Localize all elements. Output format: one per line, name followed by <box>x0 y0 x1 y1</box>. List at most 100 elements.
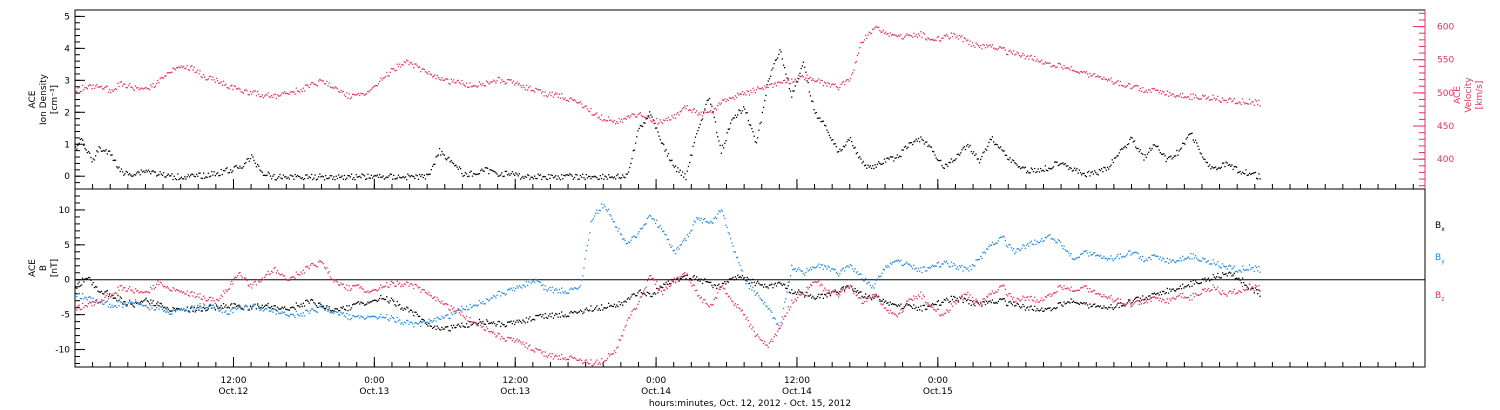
data-point <box>1095 255 1097 257</box>
data-point <box>534 175 536 177</box>
data-point <box>878 295 880 297</box>
data-point <box>311 173 313 176</box>
data-point <box>161 284 164 286</box>
data-point <box>156 283 158 285</box>
data-point <box>718 102 720 104</box>
data-point <box>726 293 728 295</box>
data-point <box>129 173 131 175</box>
data-point <box>1143 299 1145 301</box>
data-point <box>467 320 469 322</box>
data-point <box>411 311 414 313</box>
data-point <box>815 111 817 114</box>
data-point <box>273 267 275 270</box>
data-point <box>944 163 947 165</box>
data-point <box>1171 259 1173 261</box>
data-point <box>100 150 103 152</box>
data-point <box>1146 298 1149 300</box>
data-point <box>563 98 565 101</box>
data-point <box>835 86 837 88</box>
data-point <box>660 290 663 293</box>
data-point <box>568 100 570 102</box>
data-point <box>764 85 766 87</box>
data-point <box>529 316 531 318</box>
data-point <box>740 310 742 312</box>
axis-label-line: [km/s] <box>1475 81 1485 110</box>
data-point <box>1193 257 1195 259</box>
data-point <box>910 306 913 308</box>
data-point <box>815 80 817 83</box>
data-point <box>680 243 682 245</box>
data-point <box>1032 171 1035 173</box>
data-point <box>825 266 827 268</box>
data-point <box>636 307 638 309</box>
data-point <box>183 291 185 293</box>
data-point <box>114 292 117 294</box>
data-point <box>568 358 570 361</box>
data-point <box>1140 259 1143 261</box>
data-point <box>914 268 916 270</box>
data-point <box>90 302 92 304</box>
data-point <box>220 308 222 310</box>
data-point <box>667 238 670 240</box>
data-point <box>973 265 975 267</box>
data-point <box>770 83 772 85</box>
data-point <box>719 286 721 288</box>
data-point <box>167 173 169 175</box>
data-point <box>508 321 510 323</box>
data-point <box>264 95 266 97</box>
data-point <box>643 122 645 124</box>
data-point <box>275 97 277 100</box>
data-point <box>1086 304 1089 306</box>
data-point <box>948 301 950 304</box>
data-point <box>685 239 687 242</box>
data-point <box>355 284 357 287</box>
data-point <box>1097 75 1099 77</box>
data-point <box>443 154 445 156</box>
data-point <box>717 213 719 215</box>
data-point <box>111 154 113 156</box>
data-point <box>120 301 123 303</box>
data-point <box>419 66 421 68</box>
data-point <box>1106 308 1109 310</box>
data-point <box>384 75 387 78</box>
data-point <box>512 320 515 322</box>
data-point <box>320 176 322 178</box>
data-point <box>214 309 216 311</box>
data-point <box>1015 251 1017 253</box>
data-point <box>184 176 186 178</box>
data-point <box>1017 52 1019 54</box>
data-point <box>1250 173 1252 176</box>
data-point <box>163 307 165 309</box>
data-point <box>809 76 812 79</box>
data-point <box>382 175 384 177</box>
data-point <box>382 77 384 79</box>
data-point <box>629 317 631 319</box>
data-point <box>730 97 732 99</box>
data-point <box>122 303 124 305</box>
data-point <box>557 175 559 177</box>
data-point <box>805 291 807 293</box>
data-point <box>119 285 121 287</box>
data-point <box>407 60 409 62</box>
tick-label: 0 <box>64 276 70 286</box>
data-point <box>592 218 594 220</box>
data-point <box>951 35 954 38</box>
data-point <box>1038 61 1041 63</box>
data-point <box>867 164 869 166</box>
data-point <box>1185 138 1187 140</box>
data-point <box>1047 62 1049 64</box>
data-point <box>456 309 458 311</box>
data-point <box>538 314 540 316</box>
data-point <box>1052 64 1055 67</box>
data-point <box>1148 295 1150 297</box>
data-point <box>488 322 490 325</box>
data-point <box>307 85 309 87</box>
data-point <box>1072 69 1075 71</box>
data-point <box>1079 70 1082 73</box>
data-point <box>213 171 215 173</box>
data-point <box>683 275 685 278</box>
data-point <box>914 35 916 38</box>
data-point <box>524 88 526 91</box>
data-point <box>813 281 815 283</box>
data-point <box>616 174 618 177</box>
